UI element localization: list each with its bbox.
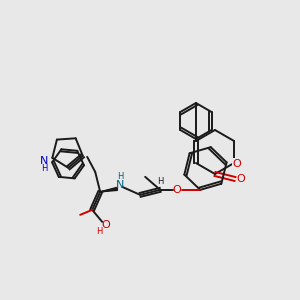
Text: H: H (41, 164, 47, 173)
Text: H: H (117, 172, 123, 182)
Text: O: O (233, 159, 242, 169)
Polygon shape (100, 188, 118, 192)
Text: O: O (102, 220, 111, 230)
Text: H: H (157, 177, 164, 186)
Text: O: O (237, 174, 245, 184)
Text: N: N (40, 156, 49, 166)
Text: O: O (173, 185, 182, 195)
Text: N: N (116, 180, 124, 190)
Text: H: H (96, 227, 102, 236)
